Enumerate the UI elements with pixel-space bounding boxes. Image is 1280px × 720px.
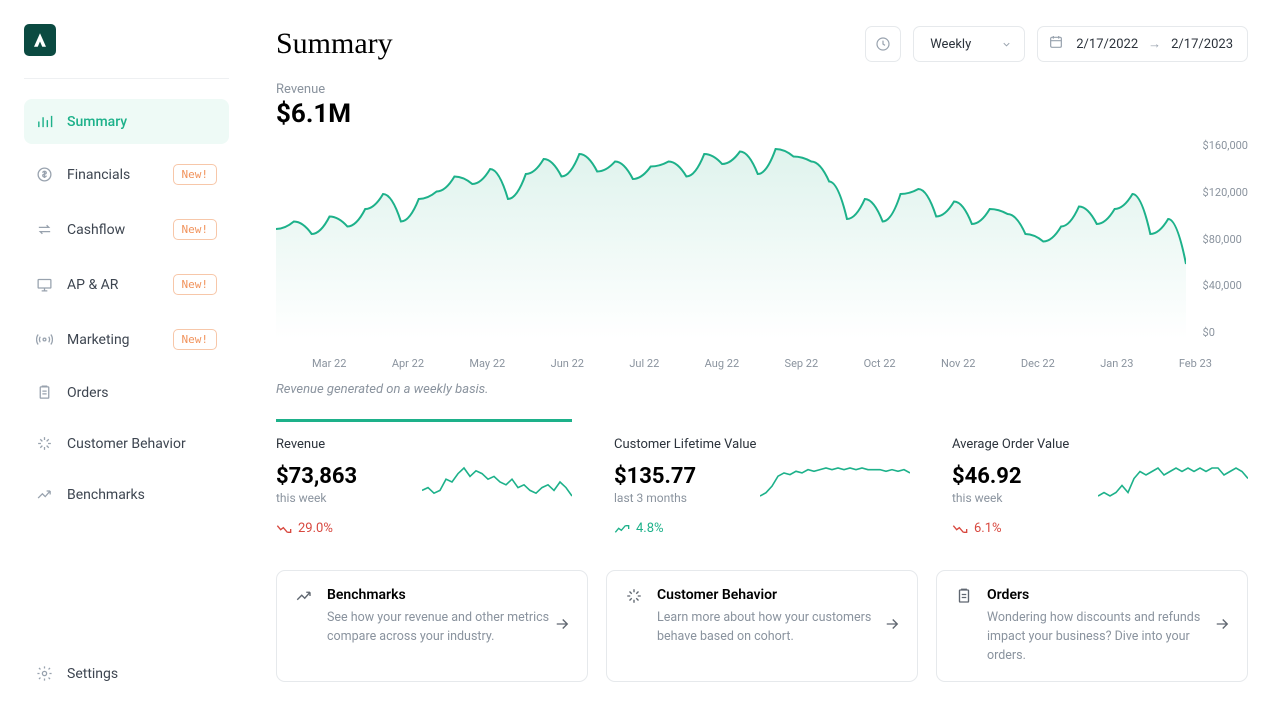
nav-list: Summary Financials New! Cashflow New! AP… bbox=[24, 99, 229, 651]
metric-card-revenue[interactable]: Revenue $73,863 this week 29.0% bbox=[276, 437, 572, 536]
nav-label: Settings bbox=[67, 666, 118, 682]
y-tick: $160,000 bbox=[1203, 139, 1248, 152]
monitor-icon bbox=[36, 276, 53, 293]
nav-label: Summary bbox=[67, 114, 127, 130]
card-title: Customer Lifetime Value bbox=[614, 437, 910, 452]
nav-label: Marketing bbox=[67, 332, 130, 348]
sidebar: Summary Financials New! Cashflow New! AP… bbox=[0, 0, 244, 720]
card-sub: this week bbox=[952, 491, 1022, 505]
metric-cards: Revenue $73,863 this week 29.0% Customer… bbox=[276, 437, 1248, 536]
sidebar-item-benchmarks[interactable]: Benchmarks bbox=[24, 472, 229, 517]
trend-up-icon bbox=[614, 524, 630, 534]
trend-down-icon bbox=[276, 524, 292, 534]
arrow-right-icon bbox=[553, 615, 571, 637]
header-controls: Weekly 2/17/2022 → 2/17/2023 bbox=[865, 26, 1248, 62]
sparkline bbox=[422, 464, 572, 500]
card-trend: 4.8% bbox=[614, 521, 910, 536]
sidebar-item-ap-ar[interactable]: AP & AR New! bbox=[24, 260, 229, 309]
header-row: Summary Weekly 2/17/2022 → 2/17/2023 bbox=[276, 26, 1248, 62]
trend-icon bbox=[295, 587, 313, 605]
sparkline bbox=[760, 464, 910, 500]
clipboard-icon bbox=[955, 587, 973, 605]
revenue-label: Revenue bbox=[276, 82, 1248, 97]
metric-card-aov[interactable]: Average Order Value $46.92 this week 6.1… bbox=[952, 437, 1248, 536]
new-badge: New! bbox=[173, 274, 218, 295]
metric-card-clv[interactable]: Customer Lifetime Value $135.77 last 3 m… bbox=[614, 437, 910, 536]
arrow-right-icon bbox=[1213, 615, 1231, 637]
sidebar-item-financials[interactable]: Financials New! bbox=[24, 150, 229, 199]
period-select[interactable]: Weekly bbox=[913, 26, 1025, 62]
trend-down-icon bbox=[952, 524, 968, 534]
nav-label: Customer Behavior bbox=[67, 436, 186, 452]
card-title: Average Order Value bbox=[952, 437, 1248, 452]
chevron-down-icon bbox=[1001, 39, 1012, 50]
revenue-summary: Revenue $6.1M bbox=[276, 82, 1248, 129]
dollar-icon bbox=[36, 166, 53, 183]
sidebar-item-summary[interactable]: Summary bbox=[24, 99, 229, 144]
panel-orders[interactable]: Orders Wondering how discounts and refun… bbox=[936, 570, 1248, 682]
sidebar-item-marketing[interactable]: Marketing New! bbox=[24, 315, 229, 364]
page-title: Summary bbox=[276, 27, 393, 61]
app-logo bbox=[24, 24, 56, 56]
y-axis: $160,000 $120,000 $80,000 $40,000 $0 bbox=[1203, 139, 1248, 339]
y-tick: $120,000 bbox=[1203, 186, 1248, 199]
sparkle-icon bbox=[36, 435, 53, 452]
arrow-right-icon: → bbox=[1148, 36, 1161, 52]
sidebar-item-cashflow[interactable]: Cashflow New! bbox=[24, 205, 229, 254]
arrow-right-icon bbox=[883, 615, 901, 637]
clock-button[interactable] bbox=[865, 26, 901, 62]
period-label: Weekly bbox=[930, 37, 971, 52]
sparkline bbox=[1098, 464, 1248, 500]
swap-icon bbox=[36, 221, 53, 238]
card-trend: 29.0% bbox=[276, 521, 572, 536]
sidebar-item-customer-behavior[interactable]: Customer Behavior bbox=[24, 421, 229, 466]
broadcast-icon bbox=[36, 331, 53, 348]
y-tick: $80,000 bbox=[1203, 233, 1248, 246]
card-sub: last 3 months bbox=[614, 491, 696, 505]
panel-desc: Learn more about how your customers beha… bbox=[657, 609, 899, 647]
y-tick: $0 bbox=[1203, 326, 1248, 339]
panel-customer-behavior[interactable]: Customer Behavior Learn more about how y… bbox=[606, 570, 918, 682]
date-from: 2/17/2022 bbox=[1076, 37, 1138, 52]
card-title: Revenue bbox=[276, 437, 572, 452]
panels-row: Benchmarks See how your revenue and othe… bbox=[276, 570, 1248, 682]
card-value: $73,863 bbox=[276, 464, 357, 489]
revenue-value: $6.1M bbox=[276, 99, 1248, 129]
date-range-picker[interactable]: 2/17/2022 → 2/17/2023 bbox=[1037, 26, 1248, 62]
nav-label: Cashflow bbox=[67, 222, 125, 238]
sidebar-item-settings[interactable]: Settings bbox=[24, 651, 229, 696]
new-badge: New! bbox=[173, 219, 218, 240]
new-badge: New! bbox=[173, 164, 218, 185]
nav-label: Financials bbox=[67, 167, 130, 183]
nav-label: Orders bbox=[67, 385, 109, 401]
main-content: Summary Weekly 2/17/2022 → 2/17/2023 Rev… bbox=[244, 0, 1280, 720]
clipboard-icon bbox=[36, 384, 53, 401]
panel-title: Customer Behavior bbox=[657, 587, 899, 603]
panel-desc: See how your revenue and other metrics c… bbox=[327, 609, 569, 647]
chart-note: Revenue generated on a weekly basis. bbox=[276, 382, 1248, 397]
date-to: 2/17/2023 bbox=[1171, 37, 1233, 52]
divider bbox=[24, 78, 229, 79]
sparkle-icon bbox=[625, 587, 643, 605]
new-badge: New! bbox=[173, 329, 218, 350]
gear-icon bbox=[36, 665, 53, 682]
panel-title: Benchmarks bbox=[327, 587, 569, 603]
nav-label: AP & AR bbox=[67, 277, 118, 293]
panel-desc: Wondering how discounts and refunds impa… bbox=[987, 609, 1229, 665]
card-trend: 6.1% bbox=[952, 521, 1248, 536]
card-value: $46.92 bbox=[952, 464, 1022, 489]
panel-benchmarks[interactable]: Benchmarks See how your revenue and othe… bbox=[276, 570, 588, 682]
nav-label: Benchmarks bbox=[67, 487, 145, 503]
trend-icon bbox=[36, 486, 53, 503]
y-tick: $40,000 bbox=[1203, 279, 1248, 292]
calendar-icon bbox=[1048, 34, 1064, 54]
sidebar-item-orders[interactable]: Orders bbox=[24, 370, 229, 415]
panel-title: Orders bbox=[987, 587, 1229, 603]
revenue-chart: $160,000 $120,000 $80,000 $40,000 $0 bbox=[276, 139, 1248, 379]
card-value: $135.77 bbox=[614, 464, 696, 489]
card-sub: this week bbox=[276, 491, 357, 505]
chart-bar-icon bbox=[36, 113, 53, 130]
